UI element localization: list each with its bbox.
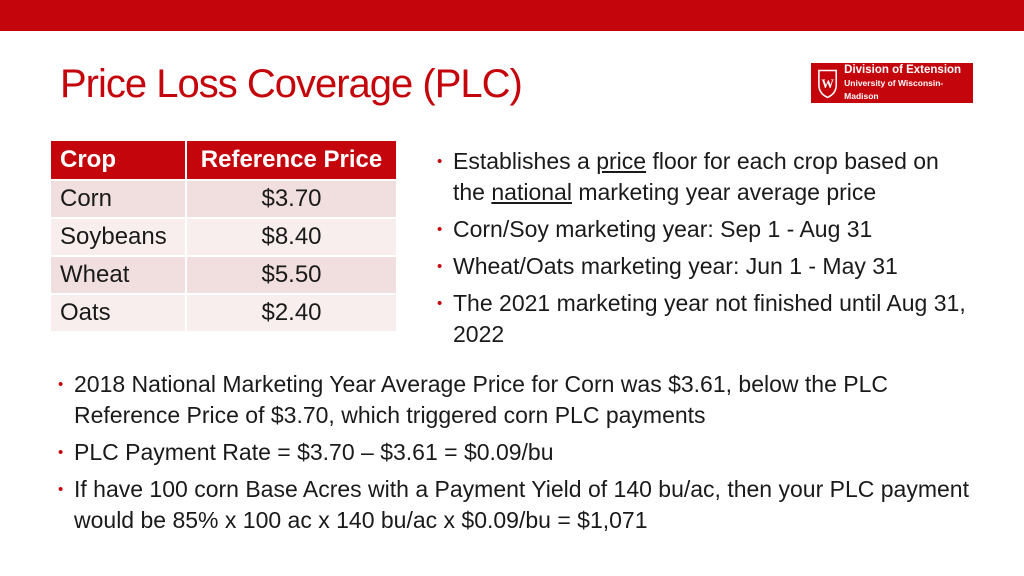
reference-price-table: Crop Reference Price Corn $3.70 Soybeans… [51,141,396,331]
list-item: • The 2021 marketing year not finished u… [437,288,977,350]
crop-cell: Soybeans [51,217,187,256]
uw-crest-icon: W [818,69,838,99]
bullet-text: Corn/Soy marketing year: Sep 1 - Aug 31 [453,216,873,242]
list-item: • Establishes a price floor for each cro… [437,146,977,208]
list-item: • If have 100 corn Base Acres with a Pay… [58,474,978,536]
price-cell: $8.40 [186,217,396,256]
top-accent-bar [0,0,1024,31]
list-item: • Corn/Soy marketing year: Sep 1 - Aug 3… [437,214,977,245]
bullet-icon: • [437,295,443,312]
slide-title: Price Loss Coverage (PLC) [60,62,523,106]
price-cell: $3.70 [186,179,396,218]
bullet-text: The 2021 marketing year not finished unt… [453,290,966,347]
list-item: • PLC Payment Rate = $3.70 – $3.61 = $0.… [58,437,978,468]
logo-line-2: University of Wisconsin-Madison [844,77,944,101]
table-row: Wheat $5.50 [51,255,396,294]
crop-cell: Oats [51,293,187,331]
underlined-price: price [596,148,647,174]
underlined-national: national [491,179,572,205]
right-bullet-list: • Establishes a price floor for each cro… [437,146,977,356]
price-cell: $5.50 [186,255,396,294]
bullet-text-mid: floor for each crop based on the [453,148,939,205]
bullet-text: Wheat/Oats marketing year: Jun 1 - May 3… [453,253,898,279]
bullet-icon: • [58,481,64,498]
bullet-text-pre: Establishes a [453,148,597,174]
header-crop: Crop [51,141,187,180]
bullet-icon: • [58,376,64,393]
table-row: Soybeans $8.40 [51,217,396,256]
list-item: • Wheat/Oats marketing year: Jun 1 - May… [437,251,977,282]
bullet-icon: • [437,153,443,170]
list-item: • 2018 National Marketing Year Average P… [58,369,978,431]
crop-cell: Corn [51,179,187,218]
crest-letter: W [821,77,834,91]
bullet-text: If have 100 corn Base Acres with a Payme… [74,476,969,533]
bullet-icon: • [58,444,64,461]
logo-line-1: Division of Extension [844,63,962,76]
table-row: Oats $2.40 [51,293,396,331]
header-reference-price: Reference Price [186,141,396,180]
table-row: Corn $3.70 [51,179,396,218]
bullet-text: PLC Payment Rate = $3.70 – $3.61 = $0.09… [74,439,554,465]
bottom-bullet-list: • 2018 National Marketing Year Average P… [58,369,978,542]
bullet-icon: • [437,258,443,275]
table-header-row: Crop Reference Price [51,141,396,180]
bullet-text-post: marketing year average price [571,179,877,205]
division-of-extension-logo: W Division of Extension University of Wi… [811,63,973,103]
bullet-icon: • [437,221,443,238]
price-cell: $2.40 [186,293,396,331]
bullet-text: 2018 National Marketing Year Average Pri… [74,371,889,428]
crop-cell: Wheat [51,255,187,294]
